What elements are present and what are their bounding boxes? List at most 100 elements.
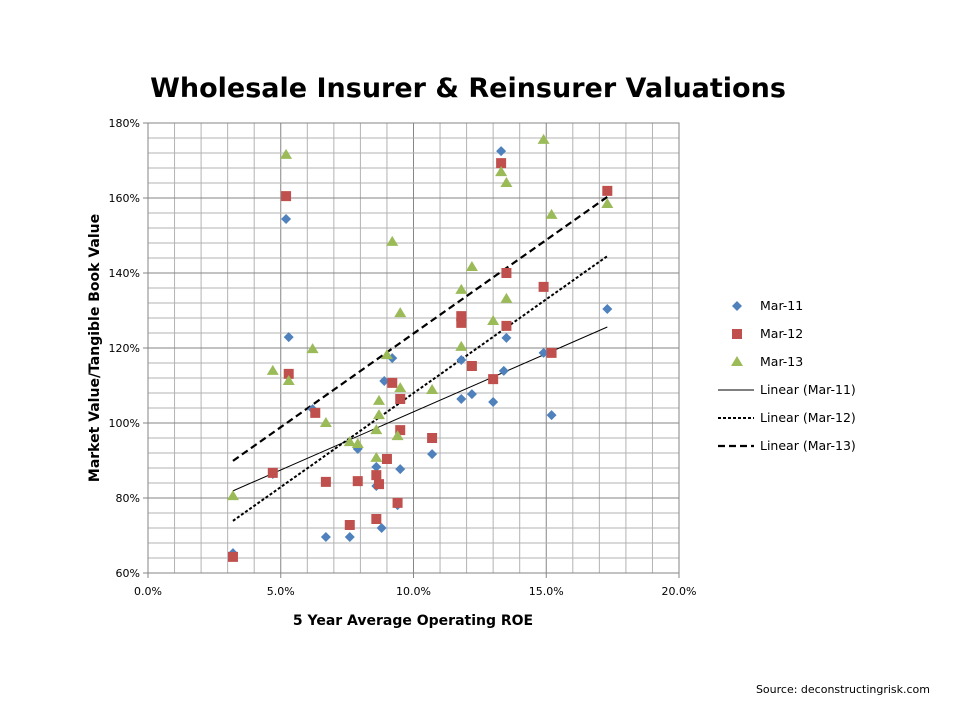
point-mar-11	[456, 394, 467, 404]
point-mar-13	[351, 438, 364, 448]
x-tick-label: 20.0%	[662, 585, 697, 598]
y-axis-label: Market Value/Tangible Book Value	[87, 214, 103, 482]
y-tick-label: 60%	[116, 567, 140, 580]
point-mar-13	[380, 349, 393, 360]
point-mar-13	[465, 261, 478, 271]
x-tick-label: 10.0%	[396, 585, 431, 598]
point-mar-11	[496, 146, 507, 157]
point-mar-12	[488, 374, 499, 385]
point-mar-13	[386, 235, 399, 246]
point-mar-12	[381, 454, 392, 464]
point-mar-11	[488, 397, 499, 407]
point-mar-11	[427, 449, 438, 460]
point-mar-11	[320, 532, 331, 542]
point-mar-12	[501, 268, 512, 278]
point-mar-11	[602, 304, 613, 314]
point-mar-13	[280, 148, 293, 159]
point-mar-12	[395, 425, 406, 436]
point-mar-13	[495, 166, 508, 177]
point-mar-11	[456, 355, 467, 365]
legend-label: Linear (Mar-13)	[760, 438, 856, 453]
point-mar-13	[226, 490, 239, 501]
point-mar-11	[501, 332, 512, 343]
point-mar-11	[283, 332, 294, 343]
legend-marker-mar-11	[732, 301, 742, 311]
grid	[147, 122, 680, 574]
point-mar-12	[281, 191, 292, 202]
legend: Mar-11 Mar-12 Mar-13 Linear (Mar-11) Linear …	[718, 298, 856, 453]
point-mar-12	[496, 158, 507, 169]
legend-label: Mar-12	[760, 326, 803, 341]
point-mar-12	[395, 394, 406, 404]
chart-title: Wholesale Insurer & Reinsurer Valuations	[150, 73, 786, 104]
point-mar-11	[376, 523, 387, 533]
point-mar-12	[344, 520, 355, 530]
x-tick-label: 15.0%	[529, 585, 564, 598]
y-tick-label: 80%	[116, 492, 140, 505]
point-mar-12	[466, 361, 477, 371]
legend-label: Mar-11	[760, 298, 803, 313]
point-mar-11	[546, 410, 557, 421]
point-mar-12	[387, 377, 398, 388]
y-tick-label: 120%	[109, 342, 140, 355]
point-mar-12	[538, 281, 549, 292]
point-mar-13	[343, 436, 356, 447]
point-mar-11	[538, 347, 549, 358]
point-mar-13	[455, 340, 468, 351]
legend-label: Linear (Mar-11)	[760, 382, 856, 397]
legend-marker-mar-13	[731, 356, 743, 366]
trendline-linear-mar-13-	[232, 195, 608, 462]
point-mar-13	[537, 133, 550, 144]
point-mar-13	[370, 424, 383, 435]
x-tick-label: 5.0%	[267, 585, 295, 598]
point-mar-13	[394, 382, 407, 393]
point-mar-12	[371, 470, 382, 481]
point-mar-13	[500, 177, 513, 187]
point-mar-13	[391, 430, 404, 441]
point-mar-11	[371, 461, 382, 472]
point-mar-12	[546, 347, 557, 358]
point-mar-13	[601, 198, 614, 208]
legend-marker-mar-12	[732, 329, 742, 339]
point-mar-12	[371, 514, 382, 524]
point-mar-13	[372, 394, 385, 405]
legend-label: Linear (Mar-12)	[760, 410, 856, 425]
point-mar-13	[455, 283, 468, 294]
point-mar-11	[498, 365, 509, 376]
point-mar-13	[266, 364, 279, 375]
point-mar-12	[456, 311, 467, 322]
point-mar-13	[372, 409, 385, 420]
y-tick-label: 140%	[109, 267, 140, 280]
x-tick-label: 0.0%	[134, 585, 162, 598]
point-mar-11	[379, 376, 390, 386]
source-note: Source: deconstructingrisk.com	[756, 683, 930, 696]
point-mar-13	[500, 292, 513, 303]
point-mar-13	[545, 208, 558, 219]
point-mar-13	[426, 384, 439, 394]
point-mar-11	[281, 214, 292, 224]
point-mar-12	[310, 407, 321, 418]
point-mar-12	[427, 433, 438, 443]
trendline-linear-mar-12-	[232, 255, 608, 522]
point-mar-12	[392, 497, 403, 508]
trendlines	[232, 195, 608, 522]
point-mar-13	[282, 375, 295, 385]
point-mar-13	[370, 451, 383, 462]
axis-ticks: 0.0% 5.0% 10.0% 15.0% 20.0% 60% 80% 100% 120% 140…	[109, 117, 697, 598]
legend-label: Mar-13	[760, 354, 803, 369]
point-mar-12	[456, 317, 467, 328]
point-mar-12	[501, 320, 512, 331]
point-mar-12	[320, 476, 331, 487]
y-tick-label: 180%	[109, 117, 140, 130]
point-mar-12	[267, 467, 278, 478]
point-mar-11	[466, 389, 477, 400]
point-mar-13	[394, 307, 407, 318]
y-tick-label: 100%	[109, 417, 140, 430]
point-mar-11	[344, 532, 355, 542]
point-mar-12	[352, 476, 363, 487]
x-axis-label: 5 Year Average Operating ROE	[293, 613, 533, 629]
point-mar-12	[602, 185, 613, 196]
point-mar-12	[283, 368, 294, 379]
data-points	[226, 133, 614, 562]
